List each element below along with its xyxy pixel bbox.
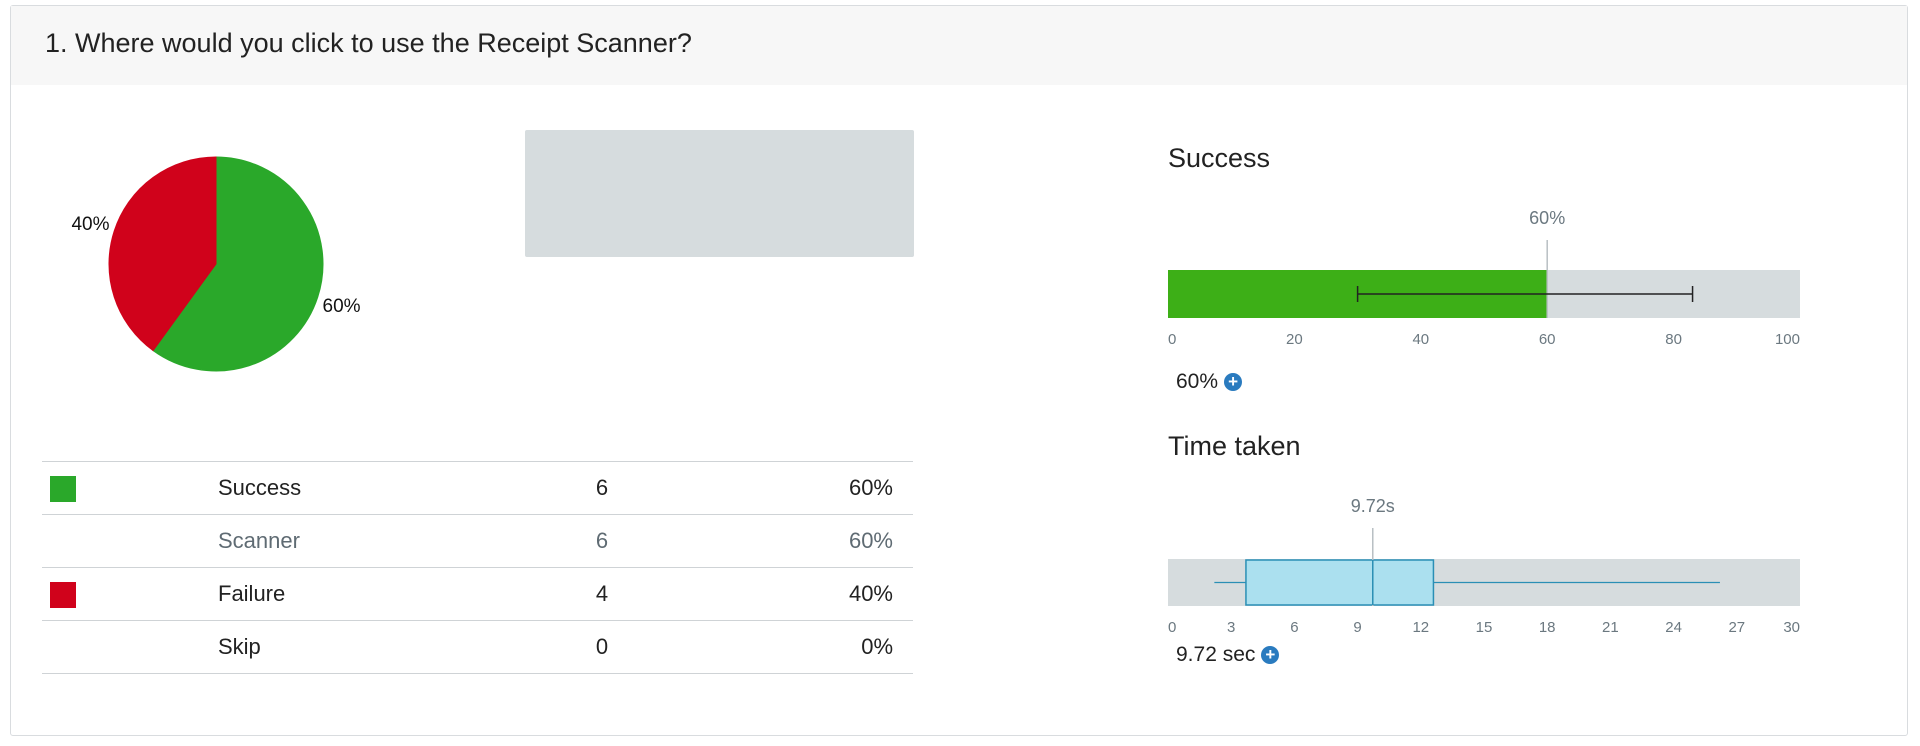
time-title: Time taken — [1168, 431, 1301, 461]
question-card: 1. Where would you click to use the Rece… — [10, 5, 1908, 736]
iqr-box — [1245, 559, 1435, 606]
image-placeholder — [525, 130, 914, 257]
success-title: Success — [1168, 143, 1271, 173]
plus-icon[interactable]: + — [1261, 646, 1280, 664]
tick-label: 30 — [1783, 619, 1800, 636]
tick-label: 15 — [1476, 619, 1493, 636]
tick-label: 0 — [1168, 619, 1176, 636]
time-boxplot: 9.72s 0 3 6 9 12 15 18 21 24 27 30 — [1168, 496, 1800, 636]
row-percent: 60% — [848, 528, 893, 553]
success-stat: 60% + — [1176, 370, 1243, 394]
tick-label: 9 — [1353, 619, 1361, 636]
success-bar-chart: 60% 0 20 40 60 80 100 — [1168, 208, 1800, 348]
time-stat-value: 9.72 sec — [1176, 643, 1256, 666]
row-label: Failure — [218, 581, 286, 606]
tick-label: 80 — [1665, 331, 1682, 348]
row-percent: 40% — [848, 581, 893, 606]
pie-slice-success — [152, 156, 324, 372]
question-title: 1. Where would you click to use the Rece… — [45, 28, 692, 58]
table-row: Skip 0 0% — [42, 620, 913, 674]
plus-icon[interactable]: + — [1224, 373, 1243, 391]
row-percent: 60% — [848, 475, 893, 500]
pie-chart: 60% 40% — [71, 156, 361, 372]
success-stat-value: 60% — [1176, 370, 1219, 393]
row-label: Success — [218, 475, 302, 500]
table-row: Success 6 60% — [42, 461, 913, 514]
row-count: 6 — [595, 528, 609, 553]
card-header: 1. Where would you click to use the Rece… — [11, 6, 1907, 85]
tick-label: 24 — [1665, 619, 1682, 636]
row-percent: 0% — [861, 634, 893, 659]
median-label: 9.72s — [1351, 496, 1395, 516]
pie-slice-failure — [108, 156, 217, 352]
failure-swatch — [50, 582, 76, 608]
table-row: Failure 4 40% — [42, 567, 913, 620]
tick-label: 100 — [1775, 331, 1800, 348]
tick-label: 18 — [1539, 619, 1556, 636]
tick-label: 27 — [1728, 619, 1745, 636]
row-label: Scanner — [218, 528, 300, 553]
time-stat: 9.72 sec + — [1176, 643, 1280, 667]
table-row: Scanner 6 60% — [42, 514, 913, 567]
row-label: Skip — [218, 634, 261, 659]
tick-label: 6 — [1290, 619, 1298, 636]
tick-label: 40 — [1412, 331, 1429, 348]
tick-label: 12 — [1412, 619, 1429, 636]
success-swatch — [50, 476, 76, 502]
tick-label: 60 — [1539, 331, 1556, 348]
results-table: Success 6 60% Scanner 6 60% Failure 4 40… — [42, 461, 913, 674]
pie-label: 60% — [323, 296, 361, 317]
row-count: 4 — [595, 581, 609, 606]
tick-label: 3 — [1227, 619, 1235, 636]
row-count: 6 — [595, 475, 609, 500]
marker-label: 60% — [1529, 208, 1565, 228]
tick-label: 21 — [1602, 619, 1619, 636]
tick-label: 0 — [1168, 331, 1176, 348]
row-count: 0 — [595, 634, 609, 659]
tick-label: 20 — [1286, 331, 1303, 348]
pie-label: 40% — [71, 214, 109, 235]
